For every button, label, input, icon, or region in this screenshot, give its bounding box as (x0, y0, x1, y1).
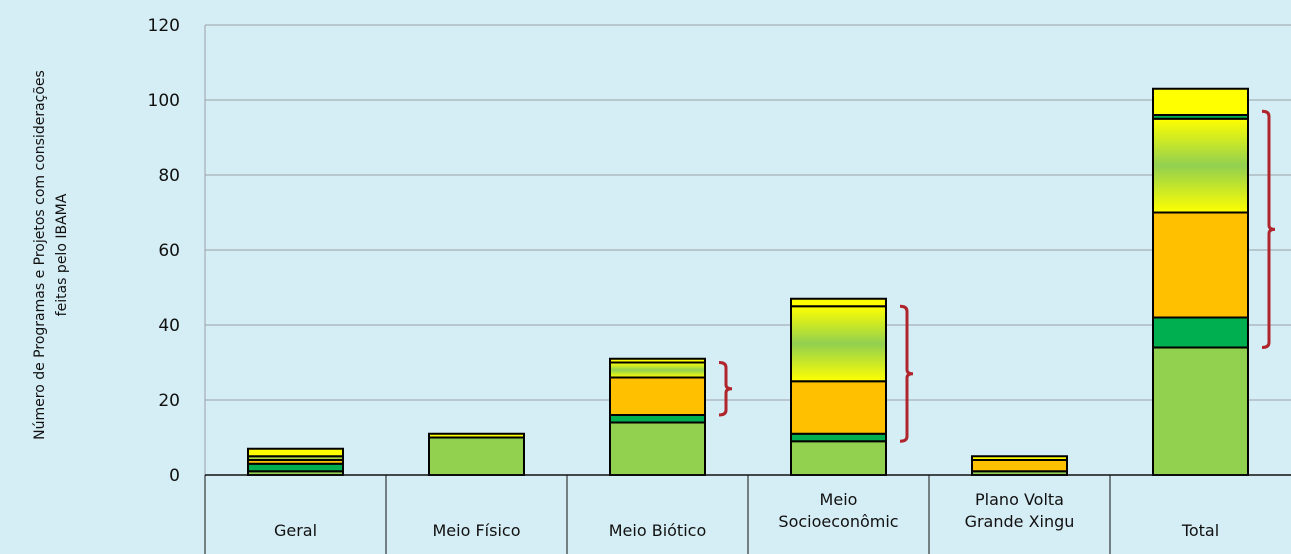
bar-segment-5-0 (1152, 346, 1249, 476)
category-label: Meio (820, 490, 858, 509)
category-label: Plano Volta (975, 490, 1064, 509)
bar-segment-3-2 (790, 380, 887, 435)
y-tick-label: 20 (158, 391, 180, 411)
y-axis-label: Número de Programas e Projetos com consi… (32, 70, 70, 440)
bar-segment-2-5 (609, 357, 706, 364)
bar-segment-3-1 (790, 432, 887, 443)
y-axis-label-line: Número de Programas e Projetos com consi… (32, 70, 48, 440)
bracket-2 (1261, 109, 1276, 349)
category-label: Meio Biótico (609, 521, 706, 540)
bars (247, 87, 1249, 476)
bar-segment-3-0 (790, 440, 887, 476)
bar-segment-5-1 (1152, 316, 1249, 349)
bar-segment-5-3 (1152, 117, 1249, 214)
y-tick-label: 0 (169, 466, 180, 486)
bar-segment-0-5 (247, 447, 344, 458)
bar-segment-2-1 (609, 414, 706, 424)
y-tick-label: 100 (148, 91, 180, 111)
brackets (718, 109, 1276, 443)
bar-segment-5-2 (1152, 211, 1249, 319)
category-label: Total (1181, 521, 1219, 540)
bar-segment-4-5 (971, 455, 1068, 461)
bar-segment-3-3 (790, 305, 887, 383)
category-table: Geral Meio Físico Meio Biótico Meio Socioeco… (204, 474, 1291, 554)
category-label: Geral (274, 521, 317, 540)
bar-segment-2-3 (609, 361, 706, 379)
bracket-1 (899, 304, 914, 443)
y-axis-ticks: 0 20 40 60 80 100 120 (148, 16, 180, 486)
bar-segment-4-2 (971, 459, 1068, 473)
bar-segment-1-0 (428, 436, 525, 476)
bar-segment-2-2 (609, 376, 706, 416)
category-label: Grande Xingu (965, 512, 1075, 531)
bar-segment-2-0 (609, 421, 706, 476)
gridlines (204, 24, 1291, 475)
bar-segment-0-1 (247, 462, 344, 473)
y-tick-label: 120 (148, 16, 180, 36)
bar-segment-5-5 (1152, 87, 1249, 116)
y-axis-label-line: feitas pelo IBAMA (54, 193, 70, 316)
y-tick-label: 40 (158, 316, 180, 336)
bar-segment-1-5 (428, 432, 525, 439)
y-tick-label: 60 (158, 241, 180, 261)
category-label: Meio Físico (433, 521, 521, 540)
category-label: Socioeconômic (778, 512, 898, 531)
bar-segment-3-5 (790, 297, 887, 308)
bracket-0 (718, 361, 733, 417)
y-tick-label: 80 (158, 166, 180, 186)
